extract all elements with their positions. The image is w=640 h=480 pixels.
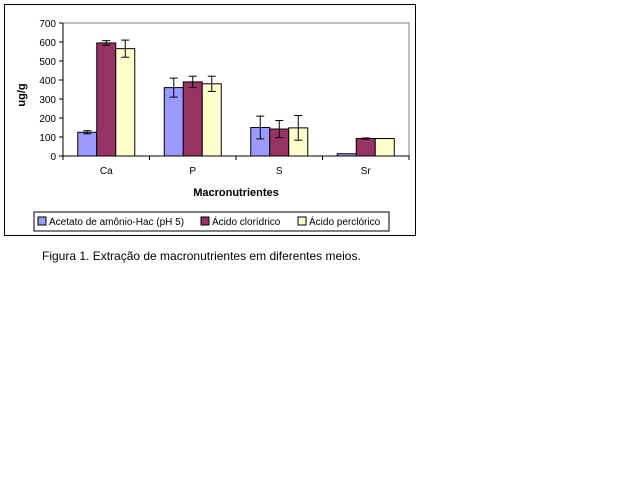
y-tick-label: 600: [39, 38, 56, 49]
y-tick-label: 400: [39, 76, 56, 87]
bar-chart: 0 100 200 300 400 500 600 700 Ca P S Sr ug/g Macron…: [16, 19, 410, 232]
legend-swatch: [297, 216, 307, 226]
legend-label: Ácido perclórico: [309, 215, 381, 228]
y-tick-label: 200: [39, 114, 56, 125]
legend-swatch: [200, 216, 210, 226]
y-tick-label: 700: [39, 19, 56, 30]
y-tick-label: 0: [50, 152, 56, 163]
plot-area: 0 100 200 300 400 500 600 700 Ca P S Sr: [39, 19, 410, 177]
bar: [96, 42, 117, 157]
bar: [201, 83, 222, 157]
figure-caption: Figura 1. Extração de macronutrientes em…: [42, 249, 361, 263]
bar: [163, 87, 184, 157]
bar: [336, 153, 357, 157]
x-tick-label: P: [189, 166, 196, 177]
legend-label: Ácido clorídrico: [212, 215, 281, 228]
legend-swatch: [37, 216, 47, 226]
bar: [182, 81, 203, 157]
bar: [115, 48, 136, 157]
legend: Acetato de amônio-Hac (pH 5) Ácido cloríd…: [33, 211, 390, 232]
x-tick-label: Ca: [100, 166, 113, 177]
legend-label: Acetato de amônio-Hac (pH 5): [49, 217, 184, 228]
bar: [374, 138, 395, 157]
y-axis-label: ug/g: [16, 83, 28, 106]
y-tick-label: 100: [39, 133, 56, 144]
chart-frame: 0 100 200 300 400 500 600 700 Ca P S Sr ug/g Macron…: [4, 4, 416, 236]
x-tick-label: Sr: [361, 166, 372, 177]
bar: [355, 138, 376, 157]
x-tick-label: S: [276, 166, 283, 177]
y-tick-label: 500: [39, 57, 56, 68]
y-tick-label: 300: [39, 95, 56, 106]
bar: [77, 131, 98, 157]
x-axis-label: Macronutrientes: [193, 187, 279, 199]
